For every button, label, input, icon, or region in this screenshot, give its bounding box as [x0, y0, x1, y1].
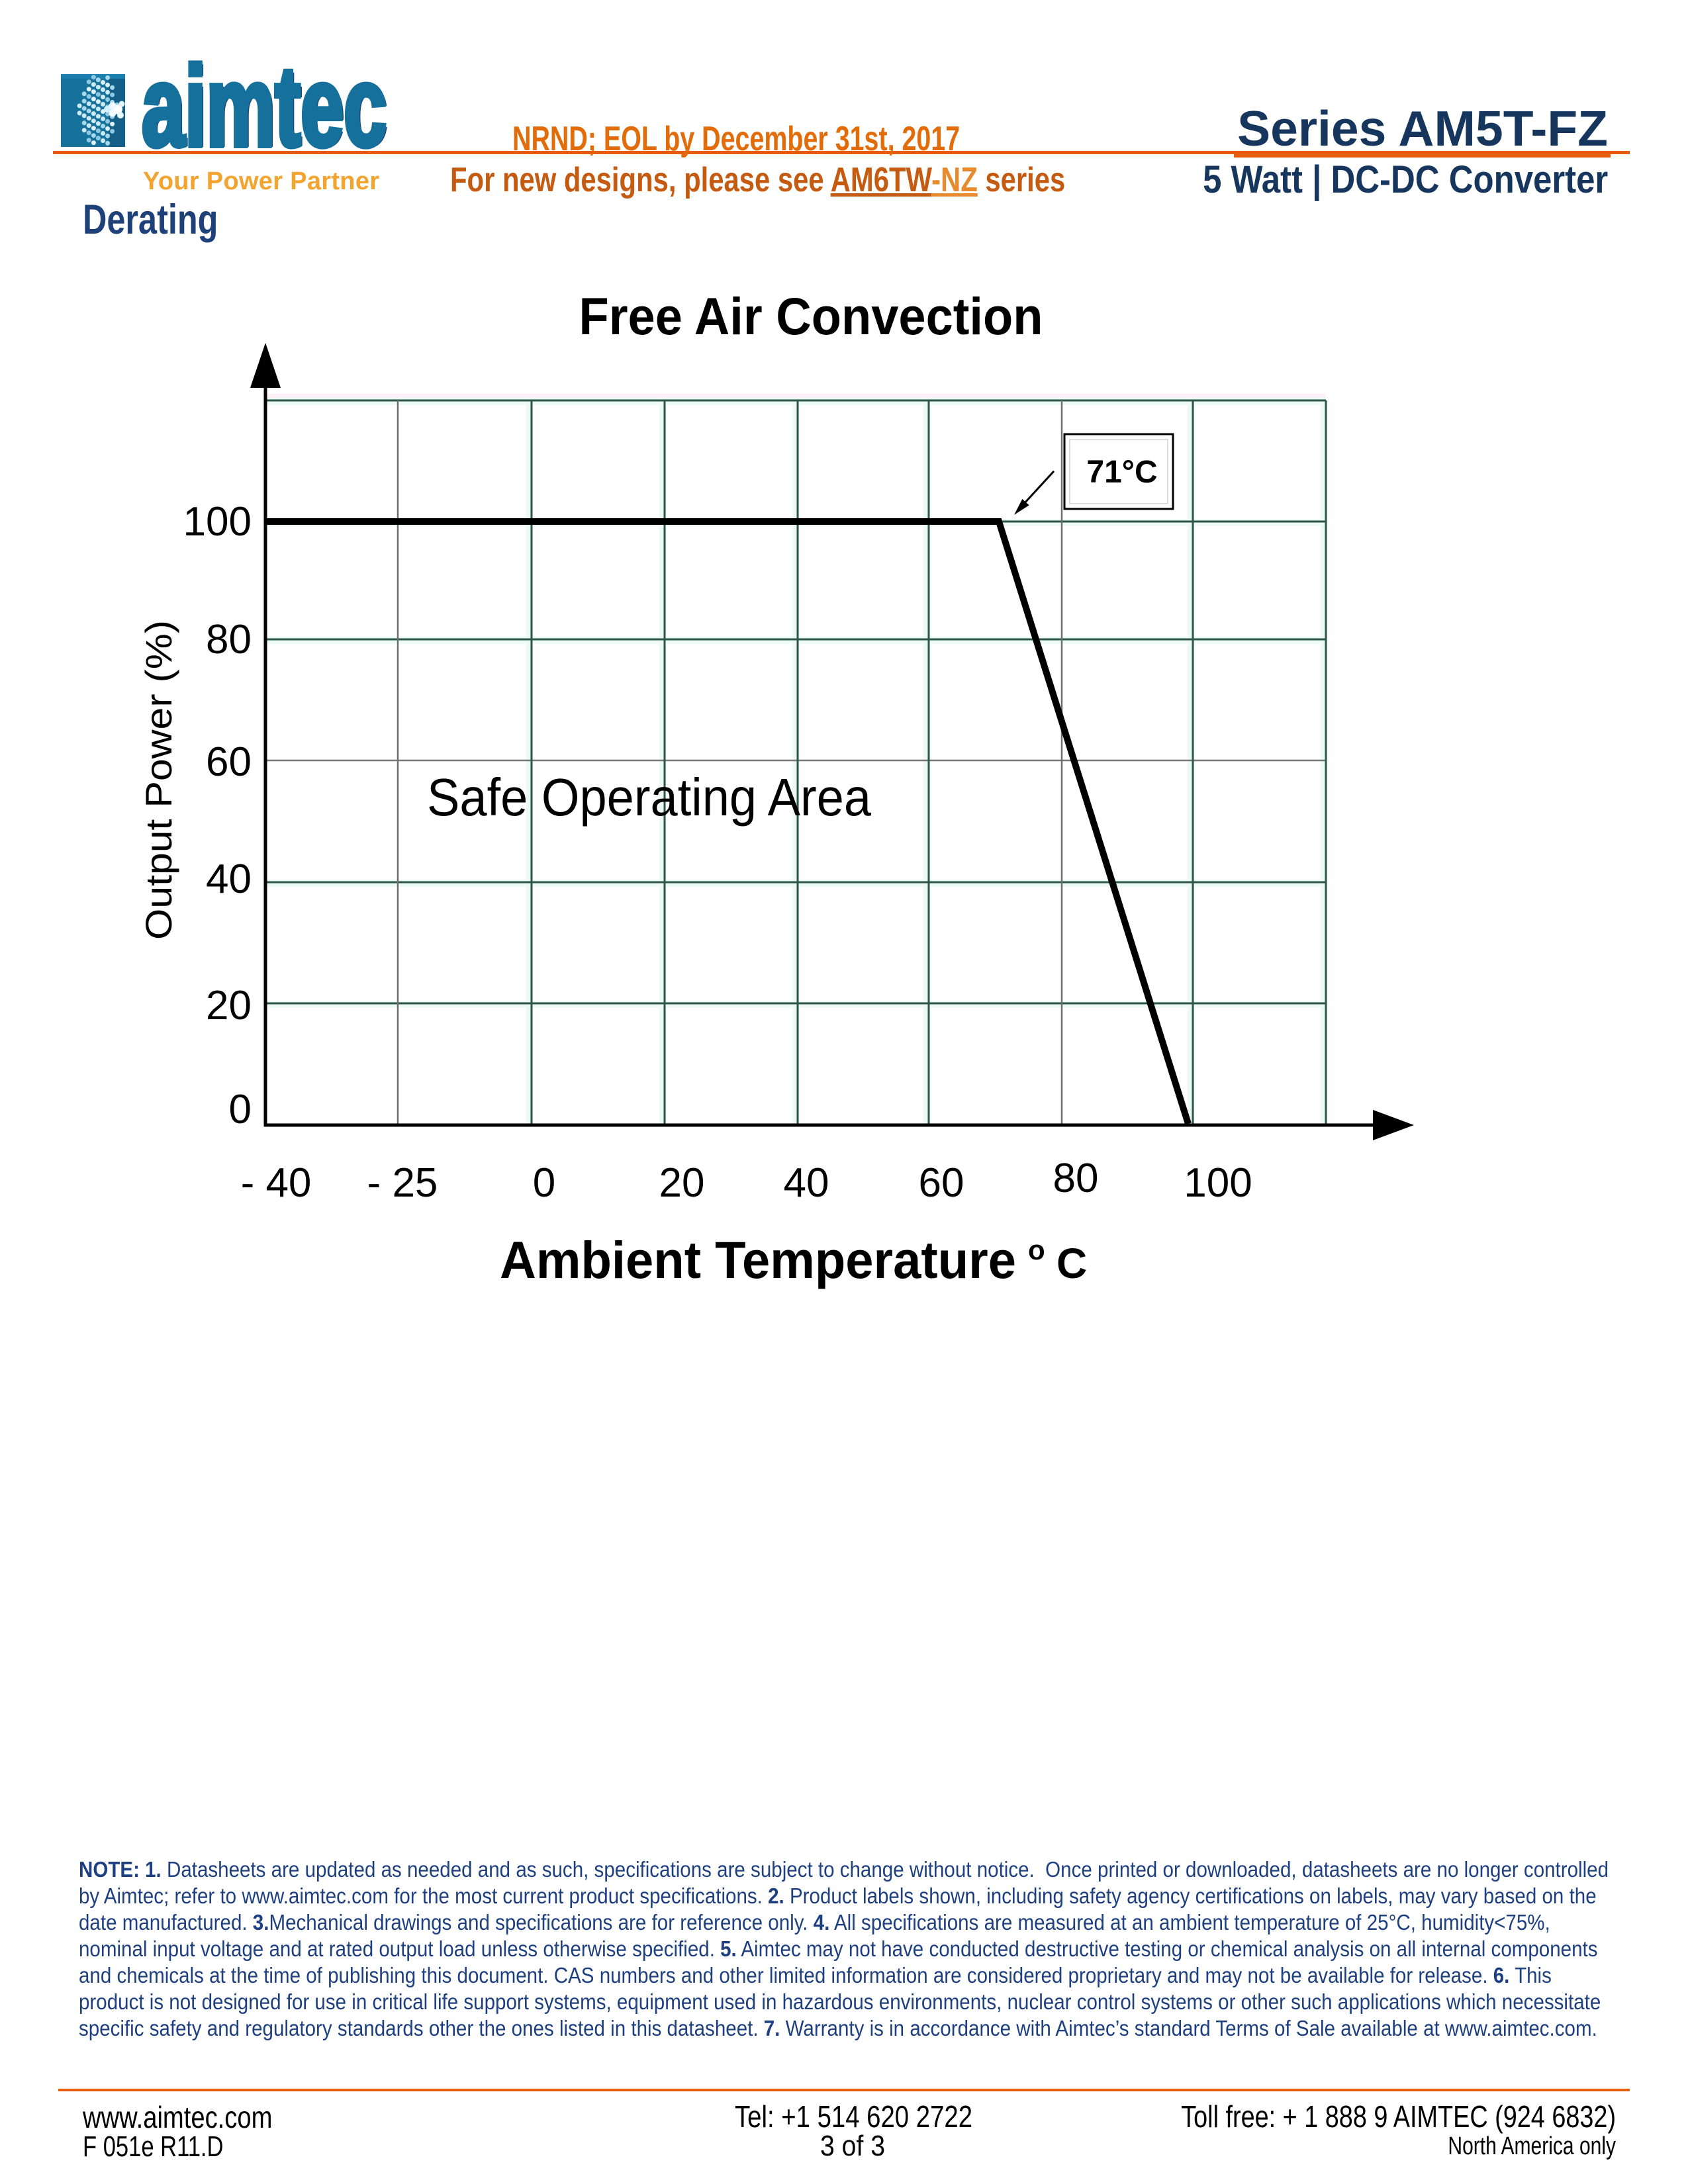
svg-text:100: 100	[183, 499, 252, 545]
svg-text:80: 80	[1053, 1156, 1099, 1201]
svg-text:o: o	[1028, 1234, 1045, 1265]
svg-text:Free Air Convection: Free Air Convection	[579, 287, 1043, 345]
svg-text:- 25: - 25	[367, 1160, 438, 1206]
svg-text:Safe Operating Area: Safe Operating Area	[427, 768, 871, 827]
svg-text:20: 20	[659, 1160, 705, 1206]
svg-text:80: 80	[206, 617, 252, 662]
svg-text:40: 40	[784, 1160, 829, 1206]
svg-text:Ambient Temperature: Ambient Temperature	[500, 1230, 1016, 1289]
svg-text:- 40: - 40	[241, 1160, 312, 1206]
svg-text:40: 40	[206, 856, 252, 902]
svg-text:C: C	[1056, 1240, 1087, 1287]
svg-text:100: 100	[1184, 1160, 1252, 1206]
svg-text:Output Power (%): Output Power (%)	[138, 620, 179, 940]
svg-text:71°C: 71°C	[1086, 455, 1157, 490]
svg-text:20: 20	[206, 983, 252, 1028]
svg-text:0: 0	[229, 1087, 252, 1132]
svg-text:aimtec: aimtec	[144, 44, 389, 156]
svg-text:60: 60	[919, 1160, 964, 1206]
svg-text:aimtec: aimtec	[142, 43, 387, 156]
svg-text:60: 60	[206, 739, 252, 785]
svg-text:0: 0	[533, 1160, 555, 1206]
